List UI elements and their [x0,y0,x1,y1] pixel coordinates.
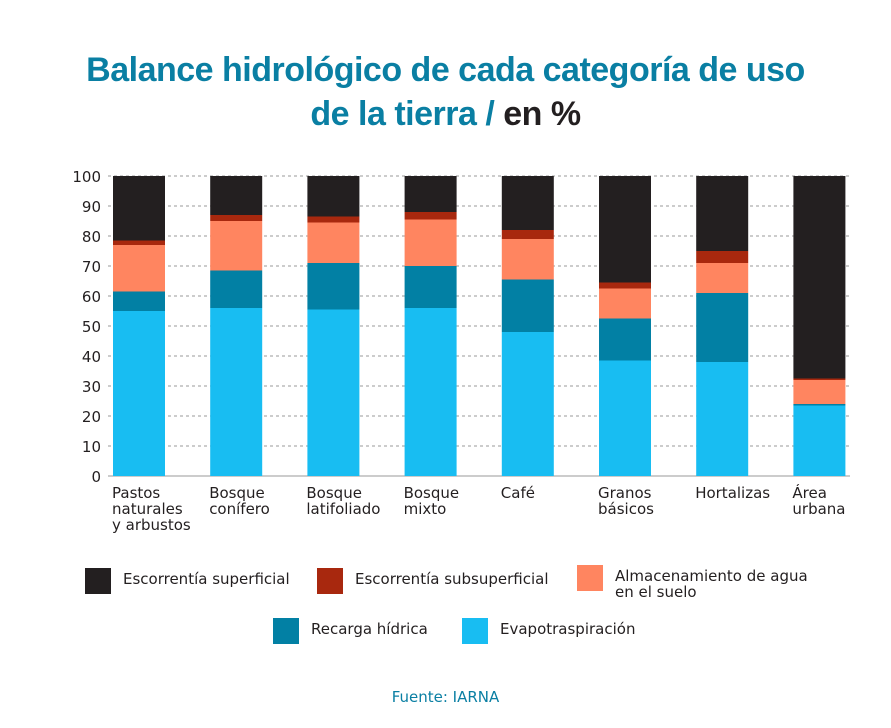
bar-segment [307,222,360,263]
chart-title: Balance hidrológico de cada categoría de… [0,48,891,136]
bar-segment [696,362,749,476]
category-label: Granos básicos [598,484,654,518]
y-tick-label: 60 [82,288,101,306]
bar-segment [113,245,165,292]
bar-segment [501,176,554,230]
bar-segment [210,308,263,476]
y-tick-label: 90 [82,198,101,216]
stacked-bar-chart: 0 10 20 30 40 50 60 70 80 90 100 [72,168,850,486]
bar-segment [501,332,554,476]
chart-title-unit: en % [503,95,581,133]
bar-segment [793,405,846,476]
bar-segment [404,308,457,476]
bar-segment [307,263,360,310]
y-tick-label: 70 [82,258,101,276]
legend-item: Escorrentía superficial [85,568,290,594]
legend-item: Almacenamiento de agua en el suelo [577,565,808,600]
y-tick-label: 40 [82,348,101,366]
category-label: Bosque mixto [403,484,460,518]
chart-title-line2-text: de la tierra / [310,95,504,133]
legend-item: Escorrentía subsuperficial [317,568,549,594]
bar-segment [696,176,749,251]
y-tick-label: 80 [82,228,101,246]
chart-title-line2: de la tierra / en % [0,92,891,136]
y-tick-label: 100 [72,168,101,186]
bar-segment [307,176,360,217]
y-tick-label: 50 [82,318,101,336]
y-tick-label: 10 [82,438,101,456]
bar-segment [696,251,749,263]
source-note: Fuente: IARNA [391,688,500,706]
legend-item: Recarga hídrica [273,618,428,644]
y-tick-label: 30 [82,378,101,396]
bar-segment [113,176,165,241]
legend-swatch [462,618,488,644]
bar-segment [793,404,846,406]
legend-label: Escorrentía subsuperficial [355,570,549,588]
bar-segment [113,240,165,245]
bar-segment [404,212,457,220]
bar-segment [696,263,749,293]
bar-segment [113,291,165,311]
bar-segment [404,176,457,212]
category-label: Hortalizas [695,484,771,502]
legend-swatch [317,568,343,594]
y-tick-label: 0 [91,468,101,486]
category-label: Área urbana [792,484,846,518]
category-label: Bosque conífero [209,484,270,518]
category-label: Bosque latifoliado [306,484,381,518]
bar-segment [599,176,651,283]
bar-segment [210,176,263,215]
bar-segment [793,176,846,379]
bar-segment [501,279,554,332]
bar-segment [210,221,263,271]
legend-swatch [577,565,603,591]
chart-title-line1: Balance hidrológico de cada categoría de… [86,51,805,89]
legend-label: Escorrentía superficial [123,570,290,588]
legend-label: Almacenamiento de agua en el suelo [615,567,808,601]
bar-segment [210,215,263,221]
bar-segment [599,282,651,289]
legend-swatch [273,618,299,644]
bar-segment [404,219,457,266]
legend-label: Recarga hídrica [311,620,428,638]
bar-segment [599,288,651,319]
bar-segment [793,380,846,404]
category-label: Pastos naturales y arbustos [112,484,191,534]
bar-segment [599,360,651,476]
bar-segment [113,311,165,476]
bar-segment [210,270,263,308]
legend-label: Evapotraspiración [500,620,636,638]
y-tick-label: 20 [82,408,101,426]
bar-segment [307,216,360,223]
bar-segment [501,230,554,239]
legend-item: Evapotraspiración [462,618,635,644]
category-label: Café [500,484,535,502]
bar-segment [307,309,360,476]
bar-segment [599,318,651,361]
bar-segment [501,239,554,280]
bar-segment [404,266,457,308]
bar-segment [696,293,749,362]
legend-swatch [85,568,111,594]
bar-segment [793,378,846,380]
